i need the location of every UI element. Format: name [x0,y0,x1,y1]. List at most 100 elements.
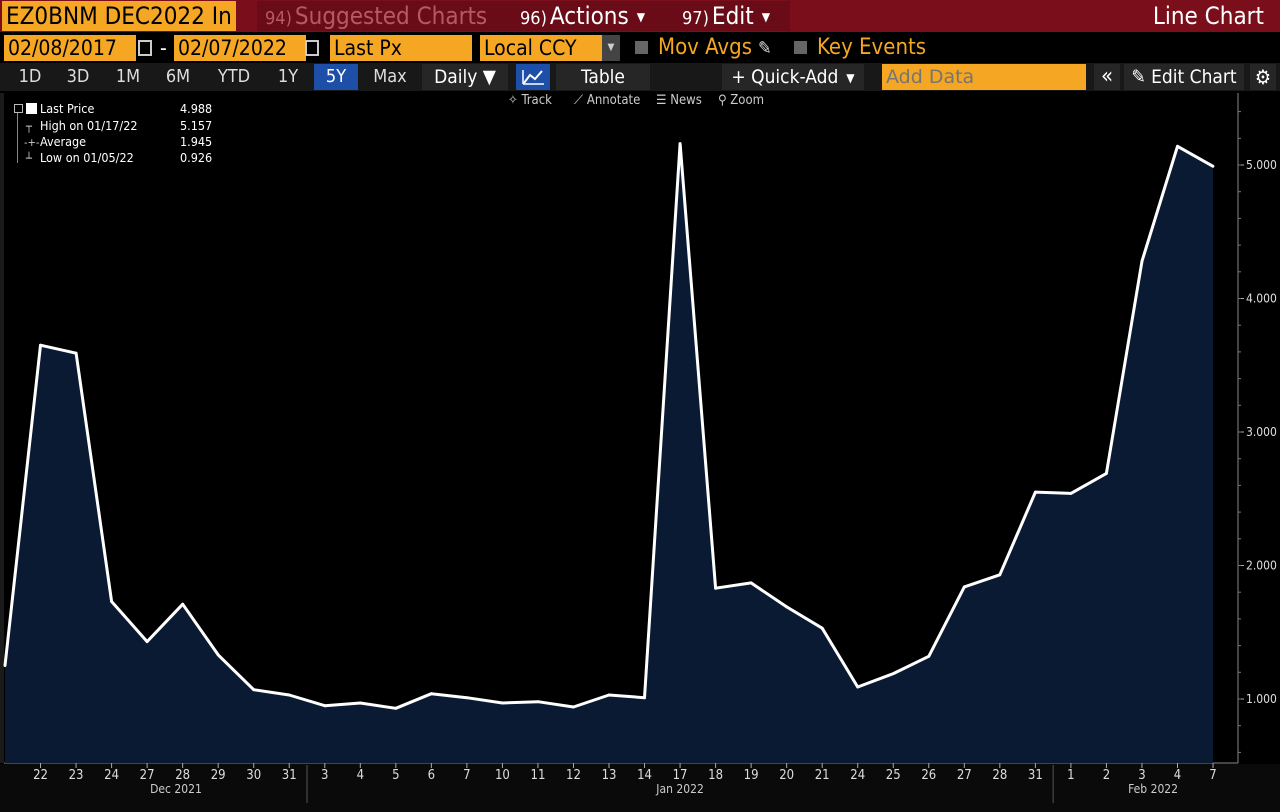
x-tick-label: 30 [246,768,261,783]
data-point[interactable] [536,700,540,704]
data-point[interactable] [856,685,860,689]
data-point[interactable] [3,664,7,667]
range-1m[interactable]: 1M [115,66,141,87]
range-5y[interactable]: 5Y [314,64,358,90]
calendar-icon[interactable] [305,40,319,56]
field-selector[interactable]: Last Px [330,35,472,61]
line-chart-icon[interactable] [516,64,550,90]
range-1y[interactable]: 1Y [277,66,299,87]
data-point[interactable] [358,701,362,705]
zoom-tool[interactable]: ⚲ Zoom [718,92,764,110]
mov-avgs-checkbox[interactable] [635,41,648,54]
range-6m[interactable]: 6M [165,66,191,87]
data-point[interactable] [430,692,433,696]
edit-chart-button[interactable]: ✎ Edit Chart [1124,64,1244,90]
data-point[interactable] [714,586,717,590]
suggested-label: Suggested Charts [294,2,488,30]
news-tool[interactable]: ☰ News [656,92,702,110]
edit-num: 97) [682,8,709,29]
data-point[interactable] [1105,472,1108,475]
legend-avg-value: 1.945 [180,134,213,149]
range-3d[interactable]: 3D [66,66,90,87]
x-tick-label: 26 [921,768,936,783]
data-point[interactable] [1176,144,1179,148]
month-label: Dec 2021 [150,782,202,796]
annotate-label: Annotate [586,93,641,108]
data-point[interactable] [1034,490,1037,494]
legend-high-label: High on 01/17/22 [40,118,138,133]
data-point[interactable] [394,706,398,710]
legend-last-value: 4.988 [180,101,213,116]
data-point[interactable] [287,693,291,697]
range-ytd[interactable]: YTD [217,66,251,87]
x-tick-label: 24 [104,768,119,783]
data-point[interactable] [678,142,682,146]
calendar-icon[interactable] [138,40,152,56]
actions-menu-button[interactable]: 96) Actions ▼ [512,1,678,31]
data-point[interactable] [607,693,611,697]
range-max[interactable]: Max [373,66,407,87]
chart-legend: Last Price 4.988 ┬ High on 01/17/22 5.15… [12,101,212,167]
collapse-legend-icon[interactable] [14,104,23,113]
table-button[interactable]: Table [556,64,650,90]
x-tick-label: 14 [637,768,652,783]
average-marker-icon: -+- [24,136,40,149]
x-tick-label: 20 [779,768,794,783]
period-select[interactable]: Daily ▼ [422,64,508,90]
last-price-swatch [26,103,37,114]
data-point[interactable] [216,653,220,657]
gear-icon[interactable]: ⚙ [1250,64,1276,90]
data-point[interactable] [643,696,646,700]
month-label: Jan 2022 [655,782,704,796]
data-point[interactable] [785,605,789,609]
currency-select[interactable]: Local CCY [480,35,602,61]
x-tick-label: 7 [463,768,470,783]
caret-down-icon: ▼ [846,70,855,85]
edit-menu-button[interactable]: 97) Edit ▼ [674,1,790,31]
data-point[interactable] [998,573,1002,577]
price-area [5,143,1213,764]
data-point[interactable] [74,351,78,355]
data-point[interactable] [1211,164,1215,168]
data-point[interactable] [39,343,42,347]
quick-add-label: + Quick-Add [731,66,839,88]
annotate-tool[interactable]: ⟋ Annotate [574,92,640,110]
y-tick-label: 5.000 [1246,158,1277,172]
data-point[interactable] [252,688,256,692]
crosshair-icon: ✧ [508,93,522,108]
data-point[interactable] [891,672,895,675]
suggested-charts-button[interactable]: 94) Suggested Charts [257,1,515,31]
data-point[interactable] [181,602,185,606]
data-point[interactable] [1069,492,1073,495]
currency-dropdown-icon[interactable]: ▼ [602,35,620,61]
end-date-field[interactable]: 02/07/2022 [174,35,306,61]
ticker-field[interactable]: EZ0BNM DEC2022 In [2,1,236,31]
data-point[interactable] [110,600,113,603]
data-point[interactable] [145,640,149,643]
key-events-checkbox[interactable] [794,41,807,54]
pencil-icon[interactable]: ✎ [758,38,772,59]
data-point[interactable] [927,654,931,658]
data-point[interactable] [962,585,966,589]
x-tick-label: 22 [33,768,48,783]
data-point[interactable] [501,701,504,705]
legend-low-value: 0.926 [180,150,213,165]
zoom-icon: ⚲ [718,93,731,108]
track-tool[interactable]: ✧ Track [508,92,552,110]
news-label: News [670,93,702,108]
start-date-field[interactable]: 02/08/2017 [4,35,136,61]
track-label: Track [521,93,552,108]
data-point[interactable] [323,704,327,708]
data-point[interactable] [749,581,753,585]
data-point[interactable] [465,696,469,700]
quick-add-button[interactable]: + Quick-Add ▼ [722,64,864,90]
data-point[interactable] [820,626,824,630]
data-point[interactable] [1140,259,1144,263]
x-tick-label: 24 [850,768,865,783]
range-1d[interactable]: 1D [18,66,42,87]
add-data-input[interactable] [882,64,1086,90]
collapse-icon[interactable]: « [1094,64,1120,90]
legend-high-value: 5.157 [180,118,213,133]
data-point[interactable] [572,705,575,709]
